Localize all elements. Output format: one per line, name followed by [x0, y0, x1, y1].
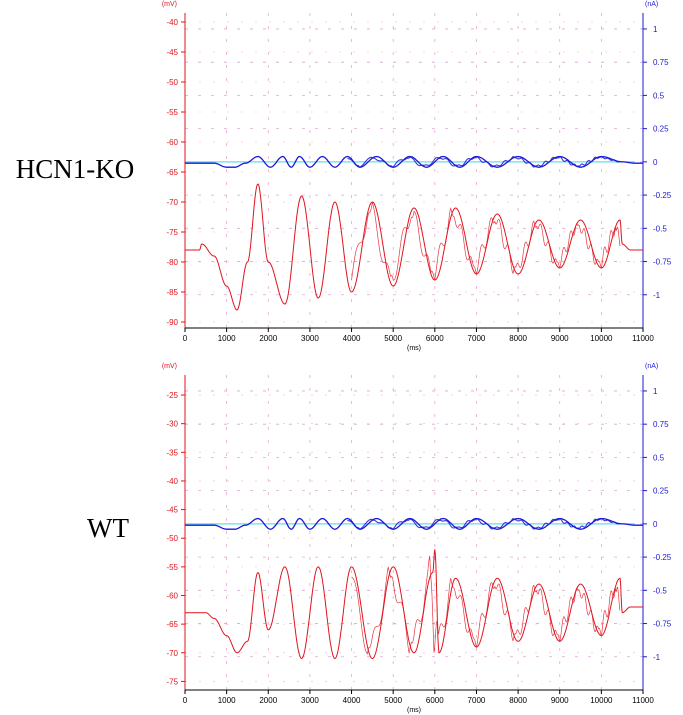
current-trace [184, 517, 644, 530]
right-tick-label: -1 [653, 291, 661, 300]
x-tick-label: 10000 [590, 334, 613, 343]
x-tick-label: 11000 [632, 696, 654, 705]
right-tick-label: 0.75 [653, 420, 669, 429]
x-tick-label: 11000 [632, 334, 654, 343]
left-tick-label: -45 [166, 506, 178, 515]
x-tick-label: 5000 [384, 696, 402, 705]
left-tick-label: -65 [166, 620, 178, 629]
right-tick-label: -0.5 [653, 586, 667, 595]
left-axis-unit: (mV) [162, 363, 177, 370]
current-trace-dense [347, 156, 620, 168]
chart-panel-hcn1-ko: HCN1-KO -40 -45 -50 -55 -60 -65 -70 -75 -80 -85 -90… [16, 1, 672, 352]
x-tick-label: 2000 [259, 334, 277, 343]
left-tick-label: -60 [166, 138, 178, 147]
x-tick-label: 6000 [426, 334, 444, 343]
left-tick-label: -80 [166, 258, 178, 267]
right-tick-label: 0 [653, 158, 658, 167]
right-tick-label: -0.25 [653, 553, 672, 562]
x-tick-label: 0 [183, 334, 188, 343]
left-tick-label: -40 [166, 477, 178, 486]
left-tick-label: -60 [166, 592, 178, 601]
x-tick-label: 8000 [509, 696, 527, 705]
x-tick-label: 5000 [384, 334, 402, 343]
x-tick-label: 4000 [343, 334, 361, 343]
right-tick-label: 1 [653, 25, 658, 34]
left-tick-label: -50 [166, 534, 178, 543]
left-tick-label: -40 [166, 18, 178, 27]
left-tick-label: -55 [166, 563, 178, 572]
right-tick-label: 1 [653, 387, 658, 396]
right-tick-label: -0.5 [653, 224, 667, 233]
x-tick-label: 6000 [426, 696, 444, 705]
left-tick-label: -75 [166, 677, 178, 686]
x-tick-label: 9000 [551, 334, 569, 343]
panel-label: HCN1-KO [16, 154, 135, 184]
voltage-trace-dense [351, 202, 621, 281]
right-axis-unit: (nA) [645, 1, 658, 8]
right-tick-label: 0.25 [653, 125, 669, 134]
current-trace-dense [347, 518, 620, 530]
left-tick-label: -55 [166, 108, 178, 117]
x-tick-label: 7000 [468, 334, 486, 343]
chart-panel-wt: WT -25 -30 -35 -40 -45 -50 -55 -60 -65 -70 -75 (mV) 1… [87, 363, 672, 714]
x-tick-label: 2000 [259, 696, 277, 705]
left-tick-label: -65 [166, 168, 178, 177]
voltage-trace-dense [351, 555, 621, 655]
left-tick-label: -50 [166, 78, 178, 87]
left-tick-label: -25 [166, 391, 178, 400]
grid [185, 13, 643, 328]
x-tick-label: 3000 [301, 334, 319, 343]
x-tick-label: 7000 [468, 696, 486, 705]
voltage-trace [185, 549, 643, 659]
left-tick-label: -75 [166, 228, 178, 237]
current-trace [184, 155, 644, 168]
right-tick-label: 0.25 [653, 487, 669, 496]
x-axis-unit: (ms) [407, 707, 421, 714]
left-tick-label: -45 [166, 48, 178, 57]
panel-label: WT [87, 513, 129, 543]
right-tick-label: -1 [653, 653, 661, 662]
right-tick-label: 0.5 [653, 91, 665, 100]
left-tick-label: -85 [166, 288, 178, 297]
x-tick-label: 9000 [551, 696, 569, 705]
left-tick-label: -35 [166, 448, 178, 457]
x-tick-label: 10000 [590, 696, 613, 705]
x-tick-label: 4000 [343, 696, 361, 705]
right-tick-label: 0 [653, 520, 658, 529]
x-axis-unit: (ms) [407, 345, 421, 352]
right-tick-label: 0.5 [653, 453, 665, 462]
voltage-trace [185, 183, 643, 311]
right-axis-unit: (nA) [645, 363, 658, 370]
left-tick-label: -30 [166, 420, 178, 429]
x-tick-label: 3000 [301, 696, 319, 705]
x-tick-label: 0 [183, 696, 188, 705]
right-tick-label: -0.75 [653, 620, 672, 629]
grid [185, 375, 643, 690]
left-tick-label: -70 [166, 198, 178, 207]
left-axis-unit: (mV) [162, 1, 177, 8]
x-tick-label: 1000 [218, 334, 236, 343]
right-tick-label: 0.75 [653, 58, 669, 67]
left-tick-label: -90 [166, 318, 178, 327]
right-tick-label: -0.75 [653, 258, 672, 267]
x-tick-label: 1000 [218, 696, 236, 705]
right-tick-label: -0.25 [653, 191, 672, 200]
x-tick-label: 8000 [509, 334, 527, 343]
left-tick-label: -70 [166, 649, 178, 658]
